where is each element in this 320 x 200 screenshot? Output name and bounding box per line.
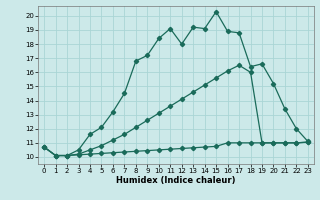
X-axis label: Humidex (Indice chaleur): Humidex (Indice chaleur): [116, 176, 236, 185]
